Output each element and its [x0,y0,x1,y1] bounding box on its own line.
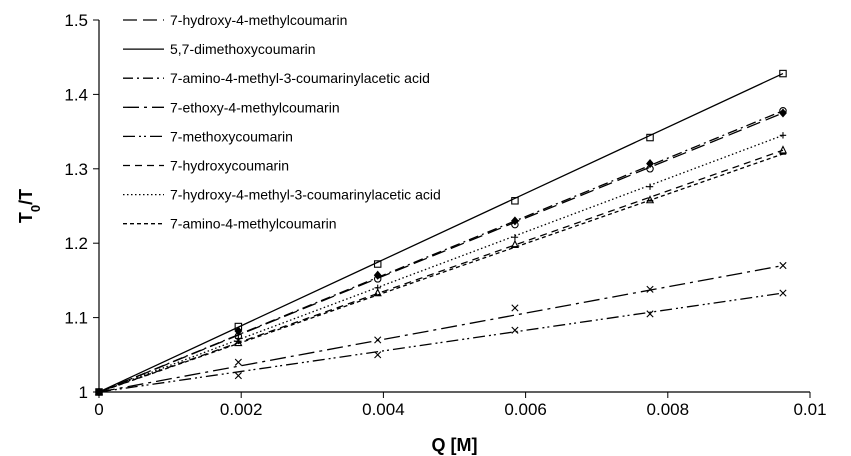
legend-item: 7-hydroxy-4-methyl-3-coumarinylacetic ac… [123,187,441,203]
x-tick-label: 0.006 [504,400,547,419]
y-axis-label-main: T [16,212,36,223]
marker-triangle [234,337,243,347]
series-line-2 [98,72,784,393]
marker-x [511,304,519,312]
series-line-4 [98,264,784,393]
marker-square [779,69,787,78]
marker-x [646,285,654,293]
marker-square [234,322,243,331]
y-tick-label: 1.3 [64,160,88,179]
series-line-7 [98,134,784,393]
legend-label: 7-hydroxycoumarin [170,158,289,174]
marker-square [373,260,382,268]
series-markers [94,69,788,397]
legend-label: 7-hydroxy-4-methyl-3-coumarinylacetic ac… [170,187,441,203]
series-line-1 [98,112,784,393]
legend-item: 7-hydroxycoumarin [123,158,289,174]
legend-label: 7-hydroxy-4-methylcoumarin [170,12,347,28]
legend-label: 7-amino-4-methylcoumarin [170,216,337,232]
y-tick-label: 1.2 [64,234,88,253]
marker-plus [511,234,519,241]
marker-circle [779,107,787,115]
marker-x [779,261,787,270]
marker-x [234,372,242,380]
legend-item: 5,7-dimethoxycoumarin [123,41,316,57]
x-tick-label: 0 [94,400,103,419]
series-line-3 [98,110,784,393]
legend-item: 7-hydroxy-4-methylcoumarin [123,12,347,28]
marker-plus [235,335,242,342]
legend-label: 5,7-dimethoxycoumarin [170,41,316,57]
marker-x [646,310,654,318]
marker-x [779,289,787,297]
marker-triangle [645,195,655,204]
chart-axes: 0 0.002 0.004 0.006 0.008 0.01 1 1.1 1.2 1.3 1.4 1.… [64,11,826,419]
x-tick-label: 0.008 [647,400,690,419]
x-tick-label: 0.002 [220,400,263,419]
marker-plus [779,132,787,139]
marker-square [646,133,654,142]
x-tick-label: 0.004 [362,400,405,419]
series-line-8 [98,153,784,393]
legend-item: 7-ethoxy-4-methylcoumarin [123,99,340,115]
y-tick-label: 1.5 [64,11,88,30]
y-axis-label-sub: 0 [28,205,43,212]
legend: 7-hydroxy-4-methylcoumarin 5,7-dimethoxyc… [123,12,441,232]
y-tick-label: 1.1 [64,309,88,328]
y-axis-label-rest: /T [16,189,36,205]
y-tick-label: 1.4 [64,85,88,104]
marker-x [374,336,382,344]
legend-label: 7-amino-4-methyl-3-coumarinylacetic acid [170,70,430,86]
legend-item: 7-amino-4-methylcoumarin [123,216,337,232]
marker-circle [373,275,382,283]
x-axis-label: Q [M] [432,435,478,455]
x-tick-label: 0.01 [793,400,826,419]
series-lines [98,72,784,393]
legend-item: 7-methoxycoumarin [123,128,293,144]
marker-triangle [778,145,788,154]
marker-diamond [779,108,787,118]
marker-circle [646,165,654,173]
y-tick-label: 1 [79,383,88,402]
marker-circle [511,220,519,229]
y-axis-label: T0/T [16,189,43,223]
legend-item: 7-amino-4-methyl-3-coumarinylacetic acid [123,70,430,86]
legend-label: 7-methoxycoumarin [170,128,293,144]
marker-x [234,358,242,366]
marker-square [511,197,519,205]
legend-label: 7-ethoxy-4-methylcoumarin [170,99,340,115]
marker-plus [646,183,654,190]
series-line-5 [98,292,784,393]
marker-plus [374,284,381,292]
marker-x [374,351,382,359]
marker-x [511,326,519,334]
